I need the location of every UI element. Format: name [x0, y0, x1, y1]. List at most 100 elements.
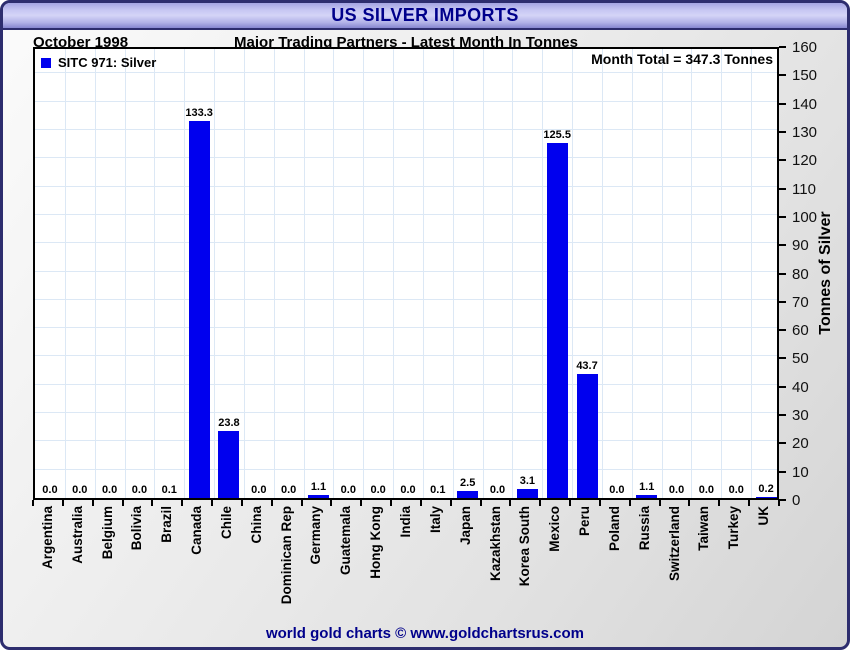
h-gridline — [35, 327, 777, 329]
x-tick — [240, 500, 243, 506]
bar-canada — [188, 121, 210, 498]
h-gridline — [35, 298, 777, 300]
value-label-brazil: 0.1 — [161, 484, 177, 496]
x-label-argentina: Argentina — [39, 506, 55, 570]
value-label-hong-kong: 0.0 — [370, 484, 386, 496]
y-tick — [779, 442, 786, 445]
v-gridline — [691, 49, 693, 498]
legend-swatch-icon — [41, 57, 51, 68]
y-tick — [779, 385, 786, 388]
h-gridline — [35, 383, 777, 385]
x-label-russia: Russia — [636, 506, 652, 551]
x-label-belgium: Belgium — [99, 506, 115, 560]
value-label-mexico: 125.5 — [543, 129, 571, 141]
x-tick — [778, 500, 780, 506]
y-tick — [779, 470, 786, 473]
bar-korea-south — [516, 489, 538, 498]
x-label-australia: Australia — [69, 506, 85, 564]
v-gridline — [512, 49, 514, 498]
h-gridline — [35, 157, 777, 159]
y-tick — [779, 329, 786, 332]
h-gridline — [35, 128, 777, 130]
x-label-hong-kong: Hong Kong — [368, 506, 384, 579]
v-gridline — [273, 49, 275, 498]
x-label-taiwan: Taiwan — [696, 506, 712, 551]
v-gridline — [184, 49, 186, 498]
h-gridline — [35, 100, 777, 102]
bar-chile — [218, 431, 240, 498]
value-label-poland: 0.0 — [609, 484, 625, 496]
v-gridline — [452, 49, 454, 498]
bar-russia — [636, 495, 658, 498]
x-tick — [479, 500, 482, 506]
value-label-uk: 0.2 — [758, 483, 774, 495]
y-tick — [779, 215, 786, 218]
value-label-india: 0.0 — [400, 484, 416, 496]
x-tick — [300, 500, 303, 506]
y-tick-label-110: 110 — [792, 180, 816, 198]
value-label-belgium: 0.0 — [101, 484, 118, 496]
legend-label: SITC 971: Silver — [58, 55, 157, 70]
x-label-chile: Chile — [218, 506, 234, 540]
y-tick — [779, 499, 786, 501]
v-gridline — [631, 49, 633, 498]
v-gridline — [601, 49, 603, 498]
x-label-dominican-rep: Dominican Rep — [278, 506, 294, 605]
bar-germany — [307, 495, 329, 498]
x-label-guatemala: Guatemala — [338, 506, 354, 576]
v-gridline — [572, 49, 574, 498]
y-tick-label-160: 160 — [792, 39, 818, 56]
x-tick — [539, 500, 542, 506]
x-tick — [569, 500, 572, 506]
bar-japan — [457, 491, 479, 498]
footer-credit: world gold charts © www.goldchartsrus.co… — [265, 625, 585, 642]
x-tick — [449, 500, 452, 506]
value-label-guatemala: 0.0 — [340, 484, 356, 496]
x-label-korea-south: Korea South — [517, 506, 533, 587]
x-tick — [151, 500, 154, 506]
y-tick — [779, 300, 786, 303]
y-tick — [779, 414, 786, 417]
h-gridline — [35, 270, 777, 272]
v-gridline — [124, 49, 126, 498]
y-tick-label-60: 60 — [792, 322, 809, 340]
period-label: October 1998 — [33, 34, 129, 51]
value-label-japan: 2.5 — [460, 477, 476, 489]
y-tick-label-50: 50 — [792, 350, 809, 368]
x-label-japan: Japan — [457, 506, 473, 546]
value-label-dominican-rep: 0.0 — [280, 484, 297, 496]
v-gridline — [661, 49, 663, 498]
x-label-canada: Canada — [189, 506, 205, 555]
x-tick — [509, 500, 512, 506]
x-tick — [181, 500, 184, 506]
chart-subtitle: Major Trading Partners - Latest Month In… — [234, 34, 578, 51]
x-tick — [330, 500, 333, 506]
x-label-peru: Peru — [577, 506, 593, 537]
x-tick — [688, 500, 691, 506]
v-gridline — [64, 49, 66, 498]
x-label-germany: Germany — [308, 506, 324, 565]
plot-area: 0.0 0.0 0.0 0.0 0.1 133.3 23.8 0.0 0.0 1.1 0.0 0.0 0… — [33, 47, 779, 500]
v-gridline — [243, 49, 245, 498]
value-label-italy: 0.1 — [430, 484, 446, 496]
y-tick-label-90: 90 — [792, 237, 809, 255]
bar-mexico — [546, 143, 568, 498]
value-label-korea-south: 3.1 — [519, 475, 535, 487]
v-gridline — [482, 49, 484, 498]
v-gridline — [751, 49, 753, 498]
x-tick — [718, 500, 721, 506]
y-tick-label-120: 120 — [792, 152, 818, 170]
x-tick — [419, 500, 422, 506]
v-gridline — [422, 49, 424, 498]
bar-peru — [576, 374, 598, 498]
x-tick — [748, 500, 751, 506]
h-gridline — [35, 72, 777, 74]
y-tick — [779, 244, 786, 247]
y-tick-label-20: 20 — [792, 435, 809, 453]
x-label-turkey: Turkey — [726, 506, 742, 550]
x-label-mexico: Mexico — [547, 506, 563, 552]
value-label-bolivia: 0.0 — [131, 484, 148, 496]
y-tick-label-10: 10 — [792, 463, 809, 481]
v-gridline — [94, 49, 96, 498]
h-gridline — [35, 468, 777, 470]
